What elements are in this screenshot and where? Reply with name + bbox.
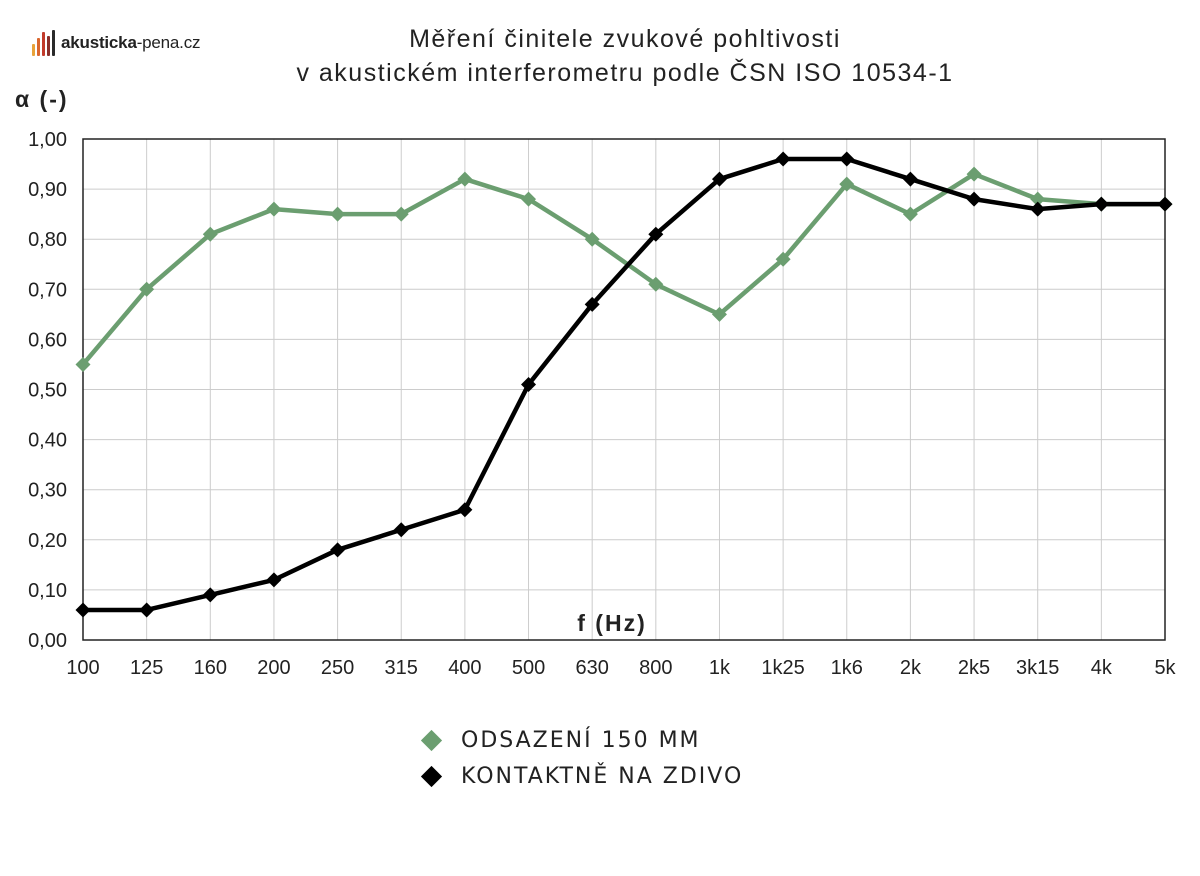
y-tick-label: 0,10 bbox=[28, 580, 67, 602]
x-tick-label: 125 bbox=[130, 657, 163, 679]
data-point-marker bbox=[266, 572, 282, 588]
series-line bbox=[80, 171, 1168, 367]
legend-item-kontaktne: KONTAKTNĚ NA ZDIVO bbox=[420, 758, 743, 794]
logo-bar bbox=[42, 32, 45, 56]
data-point-marker bbox=[711, 306, 727, 322]
y-tick-label: 0,40 bbox=[28, 430, 67, 452]
y-tick-label: 0,30 bbox=[28, 480, 67, 502]
x-tick-label: 100 bbox=[66, 657, 99, 679]
legend-label: KONTAKTNĚ NA ZDIVO bbox=[461, 763, 744, 789]
series-line bbox=[80, 156, 1168, 613]
data-point-marker bbox=[330, 206, 346, 222]
y-tick-labels: 0,00 0,10 0,20 0,30 0,40 0,50 0,60 0,70 0,80 0,90… bbox=[28, 129, 67, 652]
legend-marker-green-diamond-icon bbox=[420, 729, 443, 751]
logo-bar bbox=[52, 30, 55, 56]
logo-text: akusticka-pena.cz bbox=[61, 33, 201, 53]
data-point-marker bbox=[1030, 191, 1046, 207]
chart-subtitle: v akustickém interferometru podle ČSN IS… bbox=[296, 58, 953, 87]
data-point-marker bbox=[139, 602, 155, 618]
x-tick-label: 1k bbox=[709, 657, 731, 679]
x-tick-label: 5k bbox=[1154, 657, 1176, 679]
data-point-marker bbox=[457, 502, 473, 518]
data-point-marker bbox=[393, 206, 409, 222]
x-tick-label: 800 bbox=[639, 657, 672, 679]
x-tick-labels: 100 125 160 200 250 315 400 500 630 800 1k 1k25 1k6 2… bbox=[66, 657, 1176, 679]
series-group bbox=[75, 151, 1173, 618]
logo: akusticka-pena.cz bbox=[32, 30, 201, 56]
logo-text-bold: akusticka bbox=[61, 33, 137, 52]
series-1 bbox=[75, 166, 1173, 372]
data-point-marker bbox=[521, 376, 537, 392]
data-point-marker bbox=[584, 296, 600, 312]
y-tick-label: 0,60 bbox=[28, 329, 67, 351]
data-point-marker bbox=[839, 176, 855, 192]
y-tick-label: 0,50 bbox=[28, 380, 67, 402]
chart-title: Měření činitele zvukové pohltivosti bbox=[409, 25, 841, 53]
data-point-marker bbox=[902, 206, 918, 222]
data-point-marker bbox=[648, 226, 664, 242]
x-tick-label: 1k25 bbox=[761, 657, 804, 679]
data-point-marker bbox=[775, 251, 791, 267]
data-point-marker bbox=[1157, 196, 1173, 212]
data-point-marker bbox=[75, 356, 91, 372]
y-axis-label: α (-) bbox=[15, 86, 69, 112]
logo-bar bbox=[32, 44, 35, 56]
legend-label: ODSAZENÍ 150 MM bbox=[461, 727, 701, 753]
data-point-marker bbox=[648, 276, 664, 292]
data-point-marker bbox=[330, 542, 346, 558]
data-point-marker bbox=[139, 281, 155, 297]
x-tick-label: 200 bbox=[257, 657, 290, 679]
y-tick-label: 0,90 bbox=[28, 179, 67, 201]
data-point-marker bbox=[775, 151, 791, 167]
x-tick-label: 630 bbox=[575, 657, 608, 679]
logo-bar bbox=[47, 36, 50, 56]
logo-bar bbox=[37, 38, 40, 56]
legend-item-odsazeni: ODSAZENÍ 150 MM bbox=[420, 722, 743, 758]
data-point-marker bbox=[393, 522, 409, 538]
x-tick-label: 250 bbox=[321, 657, 354, 679]
data-point-marker bbox=[839, 151, 855, 167]
data-point-marker bbox=[902, 171, 918, 187]
data-point-marker bbox=[966, 166, 982, 182]
grid bbox=[82, 138, 1166, 641]
x-axis-label: f (Hz) bbox=[577, 610, 646, 636]
data-point-marker bbox=[457, 171, 473, 187]
data-point-marker bbox=[75, 602, 91, 618]
x-tick-label: 4k bbox=[1091, 657, 1113, 679]
logo-text-rest: -pena.cz bbox=[136, 33, 201, 52]
data-point-marker bbox=[584, 231, 600, 247]
data-point-marker bbox=[202, 587, 218, 603]
y-tick-label: 0,70 bbox=[28, 279, 67, 301]
absorption-chart: Měření činitele zvukové pohltivosti v ak… bbox=[15, 25, 1177, 679]
x-tick-label: 2k5 bbox=[958, 657, 990, 679]
logo-bars-icon bbox=[32, 30, 55, 56]
x-tick-label: 315 bbox=[385, 657, 418, 679]
x-tick-label: 400 bbox=[448, 657, 481, 679]
y-tick-label: 0,20 bbox=[28, 530, 67, 552]
legend-marker-black-diamond-icon bbox=[420, 765, 443, 787]
x-tick-label: 3k15 bbox=[1016, 657, 1059, 679]
x-tick-label: 500 bbox=[512, 657, 545, 679]
y-tick-label: 0,80 bbox=[28, 229, 67, 251]
x-tick-label: 1k6 bbox=[831, 657, 863, 679]
data-point-marker bbox=[202, 226, 218, 242]
y-tick-label: 0,00 bbox=[28, 630, 67, 652]
series-2 bbox=[75, 151, 1173, 618]
y-tick-label: 1,00 bbox=[28, 129, 67, 151]
data-point-marker bbox=[266, 201, 282, 217]
data-point-marker bbox=[1030, 201, 1046, 217]
x-tick-label: 2k bbox=[900, 657, 922, 679]
data-point-marker bbox=[711, 171, 727, 187]
data-point-marker bbox=[966, 191, 982, 207]
legend: ODSAZENÍ 150 MM KONTAKTNĚ NA ZDIVO bbox=[420, 722, 743, 794]
plot-border bbox=[82, 138, 1166, 641]
data-point-marker bbox=[1093, 196, 1109, 212]
x-tick-label: 160 bbox=[194, 657, 227, 679]
data-point-marker bbox=[521, 191, 537, 207]
